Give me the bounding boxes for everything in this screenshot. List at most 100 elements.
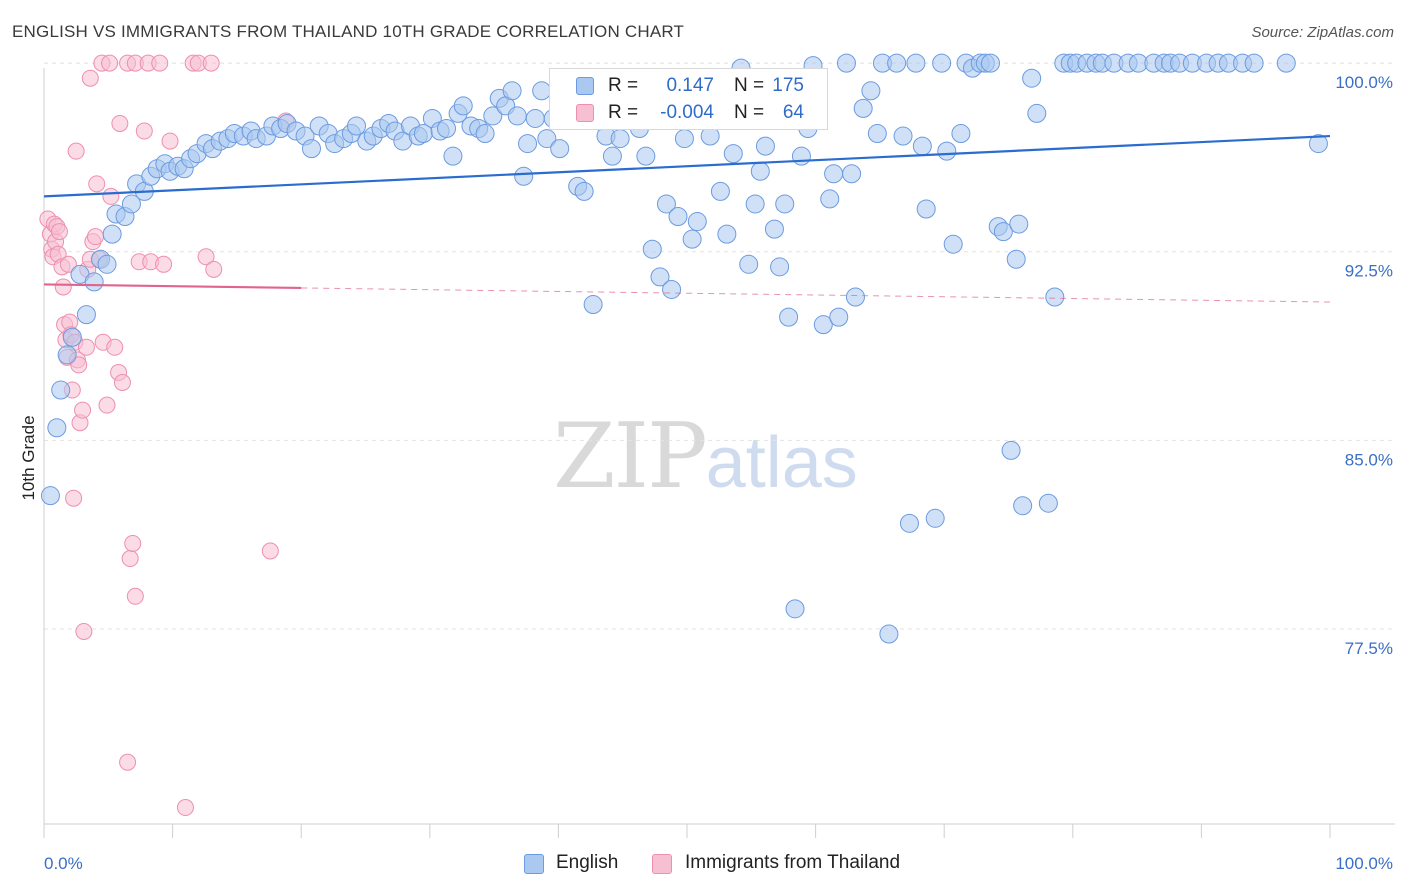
- thai-trend-line-dashed: [301, 287, 1331, 303]
- english-point: [906, 53, 926, 73]
- thai-point: [59, 255, 77, 273]
- english-swatch: [576, 77, 594, 95]
- thai-legend-label: Immigrants from Thailand: [685, 852, 901, 873]
- english-point: [1027, 103, 1047, 123]
- n-label: N =: [734, 102, 765, 123]
- thai-trend-line-solid: [43, 283, 302, 290]
- english-point: [836, 53, 856, 73]
- english-point: [845, 287, 865, 307]
- english-point: [97, 254, 117, 274]
- thai-point: [202, 54, 220, 72]
- english-point: [121, 194, 141, 214]
- english-point: [899, 513, 919, 533]
- english-point: [824, 164, 844, 184]
- r-label: R =: [608, 75, 639, 96]
- y-tick-label: 77.5%: [1345, 639, 1393, 658]
- english-point: [1244, 53, 1264, 73]
- watermark: ZIPatlas: [553, 404, 858, 509]
- stats-legend-row-thai: R = -0.004 N = 64: [550, 101, 827, 127]
- english-point: [443, 146, 463, 166]
- english-point: [532, 81, 552, 101]
- english-point: [550, 139, 570, 159]
- x-tick-label: 0.0%: [44, 854, 83, 873]
- chart-source: Source: ZipAtlas.com: [1251, 24, 1394, 41]
- thai-point: [74, 401, 92, 419]
- english-point: [514, 166, 534, 186]
- thai-point: [65, 489, 83, 507]
- english-point: [656, 194, 676, 214]
- english-point: [1038, 493, 1058, 513]
- english-point: [764, 219, 784, 239]
- grid-layer: [44, 62, 1395, 630]
- trend-layer: [43, 134, 1331, 303]
- thai-point: [197, 248, 215, 266]
- english-point: [583, 295, 603, 315]
- english-point: [710, 181, 730, 201]
- english-point: [662, 279, 682, 299]
- n-value: 175: [772, 75, 804, 96]
- english-point: [1009, 214, 1029, 234]
- english-point: [453, 96, 473, 116]
- english-point: [879, 624, 899, 644]
- n-label: N =: [734, 75, 765, 96]
- english-point: [76, 305, 96, 325]
- thai-point: [205, 260, 223, 278]
- axis-layer: [43, 68, 1395, 838]
- thai-point: [106, 338, 124, 356]
- english-point: [750, 161, 770, 181]
- english-point: [84, 272, 104, 292]
- english-point: [301, 139, 321, 159]
- chart-title: ENGLISH VS IMMIGRANTS FROM THAILAND 10TH…: [12, 22, 685, 41]
- english-point: [674, 129, 694, 149]
- english-point: [861, 81, 881, 101]
- english-point: [755, 136, 775, 156]
- english-point: [502, 81, 522, 101]
- thai-point: [111, 114, 129, 132]
- english-point: [636, 146, 656, 166]
- r-value: -0.004: [660, 102, 714, 123]
- english-point: [1276, 53, 1296, 73]
- watermark-atlas: atlas: [705, 423, 858, 503]
- english-point: [1013, 496, 1033, 516]
- series-legend: English Immigrants from Thailand: [0, 852, 1406, 878]
- thai-point: [86, 228, 104, 246]
- english-point: [437, 119, 457, 139]
- n-value: 64: [782, 102, 804, 123]
- english-point: [57, 345, 77, 365]
- english-points: [40, 53, 1328, 644]
- english-point: [1045, 287, 1065, 307]
- thai-point: [77, 338, 95, 356]
- english-point: [602, 146, 622, 166]
- english-point: [937, 141, 957, 161]
- english-point: [525, 108, 545, 128]
- english-point: [775, 194, 795, 214]
- english-point: [483, 106, 503, 126]
- english-trend-line: [43, 134, 1331, 198]
- english-point: [770, 257, 790, 277]
- english-point: [518, 134, 538, 154]
- english-point: [916, 199, 936, 219]
- english-point: [650, 267, 670, 287]
- english-point: [739, 254, 759, 274]
- thai-point: [124, 534, 142, 552]
- english-point: [1308, 134, 1328, 154]
- english-point: [507, 106, 527, 126]
- thai-point: [75, 622, 93, 640]
- english-point: [717, 224, 737, 244]
- r-value: 0.147: [666, 75, 714, 96]
- english-point: [574, 181, 594, 201]
- english-point: [642, 239, 662, 259]
- thai-point: [101, 54, 119, 72]
- english-point: [943, 234, 963, 254]
- english-point: [1001, 440, 1021, 460]
- english-point: [912, 136, 932, 156]
- english-point: [102, 224, 122, 244]
- thai-swatch: [576, 104, 594, 122]
- english-point: [745, 194, 765, 214]
- x-tick-label: 100.0%: [1335, 854, 1393, 873]
- english-point: [813, 315, 833, 335]
- english-point: [887, 53, 907, 73]
- thai-point: [119, 753, 137, 771]
- thai-point: [98, 396, 116, 414]
- english-point: [893, 126, 913, 146]
